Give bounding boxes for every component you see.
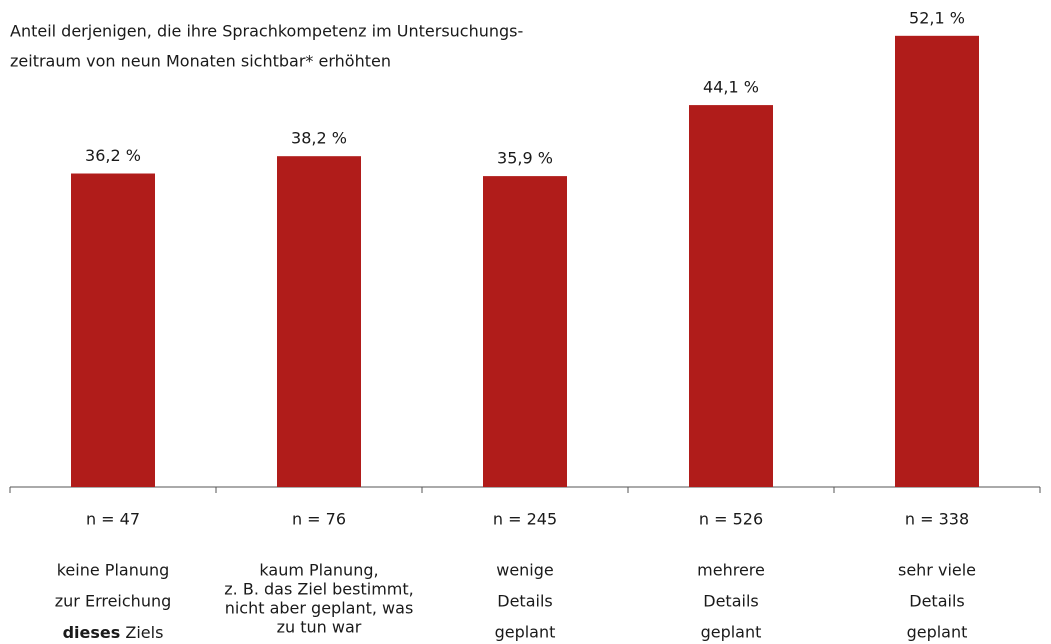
bar [71, 173, 155, 487]
n-label: n = 526 [699, 510, 763, 529]
value-label: 36,2 % [85, 146, 141, 165]
x-tick-label: kaum Planung, [259, 561, 378, 580]
x-tick-label: mehrere [697, 561, 765, 580]
chart-title: zeitraum von neun Monaten sichtbar* erhö… [10, 52, 391, 71]
n-label: n = 338 [905, 510, 969, 529]
x-tick-label: zu tun war [277, 618, 362, 637]
chart-title: Anteil derjenigen, die ihre Sprachkompet… [10, 22, 523, 41]
x-tick-label: keine Planung [57, 561, 170, 580]
x-tick-label: nicht aber geplant, was [225, 599, 414, 618]
value-label: 52,1 % [909, 8, 965, 27]
x-tick-label: geplant [701, 623, 762, 642]
value-label: 44,1 % [703, 78, 759, 97]
label-run: dieses [63, 623, 121, 642]
value-label: 35,9 % [497, 149, 553, 168]
x-tick-label: zur Erreichung [55, 592, 172, 611]
n-label: n = 76 [292, 510, 346, 529]
x-tick-label: z. B. das Ziel bestimmt, [224, 580, 413, 599]
value-label: 38,2 % [291, 129, 347, 148]
x-tick-label: geplant [907, 623, 968, 642]
x-tick-label: Details [909, 592, 964, 611]
bar [689, 105, 773, 488]
x-tick-label: geplant [495, 623, 556, 642]
label-run: Ziels [120, 623, 163, 642]
x-tick-label: dieses Ziels [63, 623, 164, 642]
x-tick-label: Details [497, 592, 552, 611]
x-tick-label: Details [703, 592, 758, 611]
bar [277, 156, 361, 488]
x-tick-label: sehr viele [898, 561, 976, 580]
n-label: n = 47 [86, 510, 140, 529]
n-label: n = 245 [493, 510, 557, 529]
bar [483, 176, 567, 487]
bar [895, 35, 979, 488]
x-tick-label: wenige [496, 561, 554, 580]
